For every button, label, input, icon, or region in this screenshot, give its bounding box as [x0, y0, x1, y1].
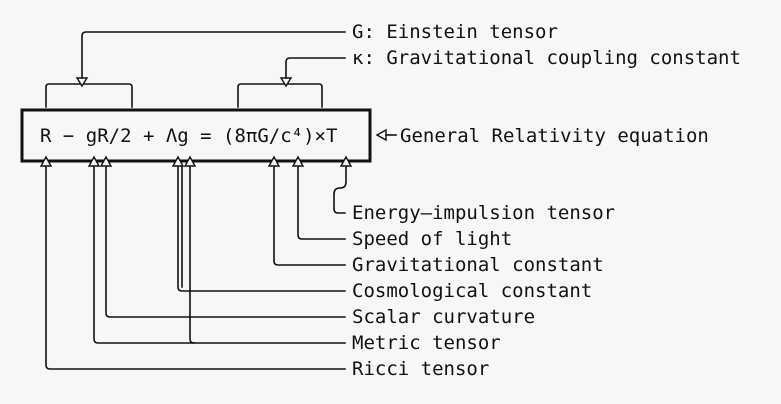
gravitational-constant-connector	[273, 166, 346, 266]
coupling-constant-label: κ: Gravitational coupling constant	[352, 47, 741, 69]
speed-of-light-connector	[297, 166, 346, 240]
coupling-constant-connector	[285, 57, 346, 79]
metric-marker-2-icon	[183, 155, 197, 167]
speed-of-light-label: Speed of light	[352, 228, 512, 250]
cosmological-connector	[177, 166, 346, 292]
einstein-tensor-bracket	[45, 83, 133, 108]
metric-connector-2	[189, 166, 195, 344]
scalar-curvature-connector	[105, 166, 346, 318]
metric-marker-1-icon	[87, 155, 101, 167]
cosmological-label: Cosmological constant	[352, 280, 592, 302]
equation-text: R − gR/2 + Λg = (8πG/c⁴)×T	[40, 125, 337, 147]
coupling-constant-bracket	[237, 83, 323, 108]
gravitational-constant-marker-icon	[267, 155, 281, 167]
equation-box	[20, 108, 372, 163]
metric-tensor-label: Metric tensor	[352, 332, 501, 354]
equation-pointer-arrow-icon	[375, 128, 387, 142]
gravitational-constant-label: Gravitational constant	[352, 254, 604, 276]
energy-tensor-connector	[333, 166, 347, 214]
einstein-tensor-connector	[81, 31, 346, 79]
ricci-marker-icon	[39, 155, 53, 167]
scalar-curvature-marker-icon	[99, 155, 113, 167]
ricci-connector	[45, 166, 346, 370]
scalar-curvature-label: Scalar curvature	[352, 306, 535, 328]
metric-connector-1	[93, 166, 346, 344]
energy-tensor-label: Energy–impulsion tensor	[352, 202, 615, 224]
energy-tensor-marker-icon	[339, 155, 353, 167]
ricci-tensor-label: Ricci tensor	[352, 358, 489, 380]
cosmological-marker-icon	[171, 155, 185, 167]
speed-of-light-marker-icon	[291, 155, 305, 167]
einstein-tensor-label: G: Einstein tensor	[352, 21, 558, 43]
equation-label: General Relativity equation	[400, 125, 709, 147]
